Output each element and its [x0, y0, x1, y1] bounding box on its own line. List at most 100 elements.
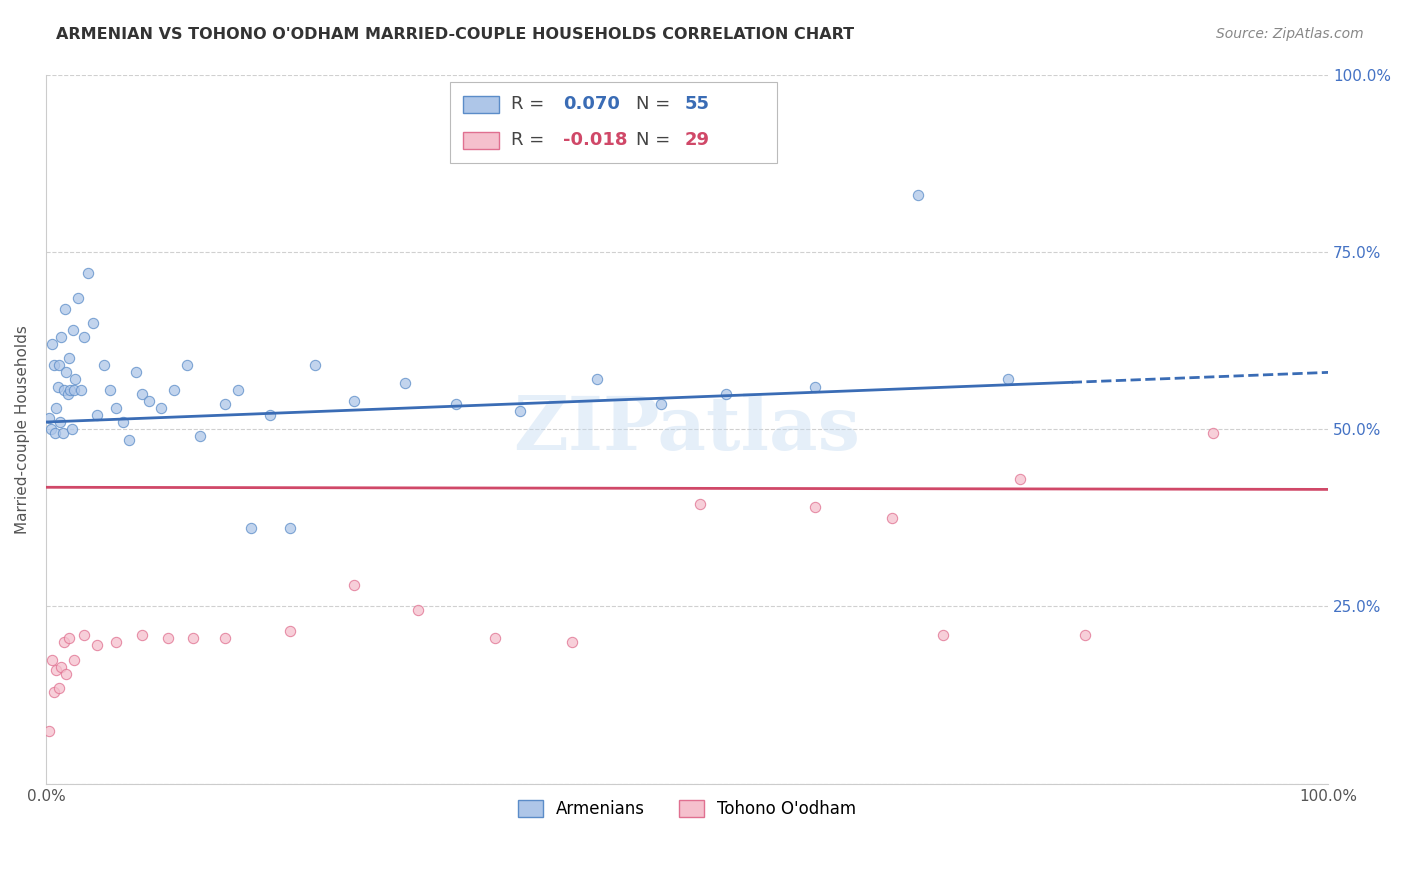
Point: [98, 383, 121, 397]
Point: [176, 359, 198, 373]
Point: [138, 393, 160, 408]
Point: [714, 386, 737, 401]
Point: [49, 415, 72, 429]
Point: [82, 316, 104, 330]
Point: [48, 359, 70, 373]
Point: [509, 404, 531, 418]
Point: [52, 635, 75, 649]
Point: [163, 383, 186, 397]
Point: [45, 663, 67, 677]
Point: [105, 635, 128, 649]
Point: [278, 521, 301, 535]
Point: [48, 681, 70, 695]
Point: [446, 397, 468, 411]
Y-axis label: Married-couple Households: Married-couple Households: [15, 325, 30, 533]
Point: [240, 521, 263, 535]
FancyBboxPatch shape: [463, 96, 499, 113]
Point: [55, 666, 77, 681]
Text: N =: N =: [636, 95, 676, 113]
Point: [105, 401, 128, 415]
Point: [804, 500, 827, 515]
Point: [131, 628, 153, 642]
Point: [38, 723, 60, 738]
Text: ARMENIAN VS TOHONO O'ODHAM MARRIED-COUPLE HOUSEHOLDS CORRELATION CHART: ARMENIAN VS TOHONO O'ODHAM MARRIED-COUPL…: [56, 27, 855, 42]
Point: [58, 351, 80, 366]
Point: [804, 379, 827, 393]
Point: [118, 433, 141, 447]
Point: [343, 393, 366, 408]
Point: [58, 632, 80, 646]
Point: [69, 383, 91, 397]
Point: [42, 684, 65, 698]
Point: [52, 425, 75, 440]
Point: [73, 330, 96, 344]
Point: [86, 408, 108, 422]
Point: [56, 386, 79, 401]
Point: [53, 301, 76, 316]
Point: [932, 628, 955, 642]
Point: [51, 659, 73, 673]
Point: [278, 624, 301, 639]
Point: [226, 383, 249, 397]
Point: [59, 383, 82, 397]
Point: [111, 415, 134, 429]
Point: [907, 188, 929, 202]
Point: [997, 372, 1019, 386]
Point: [131, 386, 153, 401]
Point: [41, 337, 63, 351]
Point: [52, 383, 75, 397]
Text: 0.070: 0.070: [562, 95, 620, 113]
Point: [882, 510, 904, 524]
Point: [1202, 425, 1225, 440]
Point: [156, 632, 179, 646]
Point: [484, 632, 506, 646]
Point: [62, 323, 84, 337]
Point: [125, 365, 148, 379]
Text: R =: R =: [512, 131, 550, 149]
Text: ZIPatlas: ZIPatlas: [513, 392, 860, 466]
Point: [73, 628, 96, 642]
Point: [561, 635, 583, 649]
Point: [66, 291, 89, 305]
Point: [45, 401, 67, 415]
Text: -0.018: -0.018: [562, 131, 627, 149]
Point: [689, 497, 711, 511]
Text: N =: N =: [636, 131, 676, 149]
FancyBboxPatch shape: [450, 81, 776, 163]
Text: Source: ZipAtlas.com: Source: ZipAtlas.com: [1216, 27, 1364, 41]
Text: 55: 55: [685, 95, 710, 113]
Point: [343, 578, 366, 592]
Point: [183, 632, 205, 646]
Point: [188, 429, 211, 443]
Point: [214, 397, 236, 411]
Point: [1073, 628, 1095, 642]
Point: [63, 652, 86, 666]
Point: [259, 408, 281, 422]
Point: [93, 359, 115, 373]
Text: R =: R =: [512, 95, 550, 113]
Point: [63, 383, 86, 397]
FancyBboxPatch shape: [463, 132, 499, 149]
Point: [65, 372, 87, 386]
Point: [150, 401, 173, 415]
Point: [38, 411, 60, 425]
Point: [586, 372, 609, 386]
Point: [394, 376, 416, 390]
Point: [1010, 472, 1032, 486]
Point: [41, 652, 63, 666]
Point: [650, 397, 672, 411]
Point: [46, 379, 69, 393]
Point: [55, 365, 77, 379]
Point: [60, 422, 83, 436]
Text: 29: 29: [685, 131, 710, 149]
Point: [86, 639, 108, 653]
Point: [51, 330, 73, 344]
Point: [39, 422, 62, 436]
Point: [44, 425, 66, 440]
Point: [406, 603, 429, 617]
Point: [304, 359, 326, 373]
Point: [214, 632, 236, 646]
Legend: Armenians, Tohono O'odham: Armenians, Tohono O'odham: [512, 794, 863, 825]
Point: [77, 266, 100, 280]
Point: [42, 359, 65, 373]
